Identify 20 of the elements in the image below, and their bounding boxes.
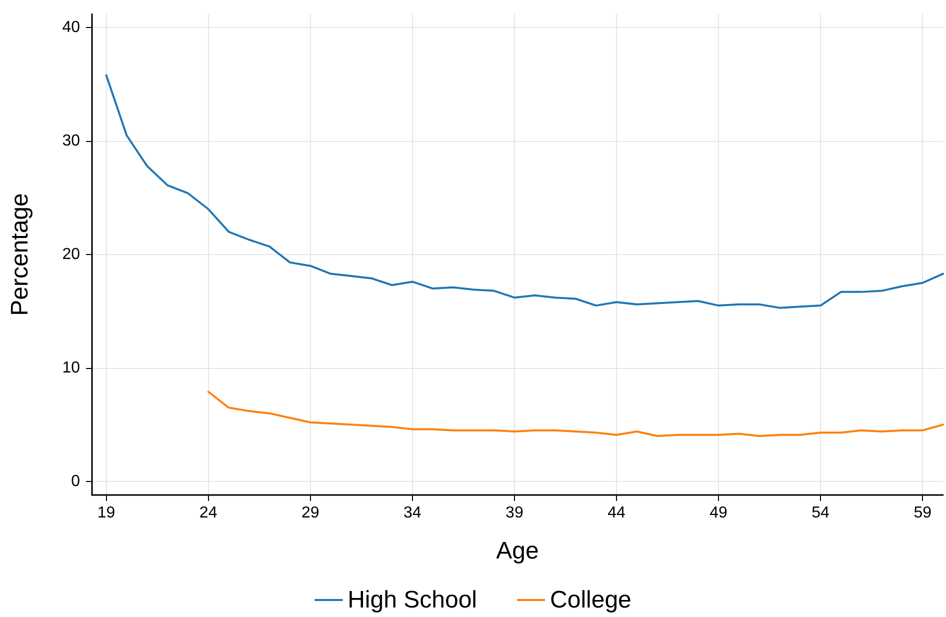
x-tick-label: 54 bbox=[812, 504, 830, 522]
x-tick-label: 39 bbox=[506, 504, 524, 522]
x-tick-label: 19 bbox=[97, 504, 116, 522]
y-tick-label: 10 bbox=[62, 359, 80, 376]
line-series bbox=[207, 390, 944, 438]
x-tick-label: 44 bbox=[608, 504, 626, 522]
line-series bbox=[105, 74, 944, 309]
y-axis-title: Percentage bbox=[6, 193, 34, 316]
x-tick-label: 34 bbox=[404, 504, 422, 522]
y-tick-label: 0 bbox=[71, 472, 80, 490]
legend-label: High School bbox=[348, 586, 478, 614]
x-tick-label: 59 bbox=[914, 504, 932, 522]
x-tick-label: 49 bbox=[710, 504, 728, 522]
legend-label: College bbox=[550, 586, 632, 614]
y-tick-label: 40 bbox=[62, 19, 80, 36]
x-axis-title: Age bbox=[496, 538, 539, 564]
x-tick-label: 29 bbox=[301, 504, 320, 522]
x-tick-label: 24 bbox=[199, 504, 218, 522]
y-tick-label: 20 bbox=[62, 246, 80, 263]
y-tick-label: 30 bbox=[62, 132, 80, 150]
